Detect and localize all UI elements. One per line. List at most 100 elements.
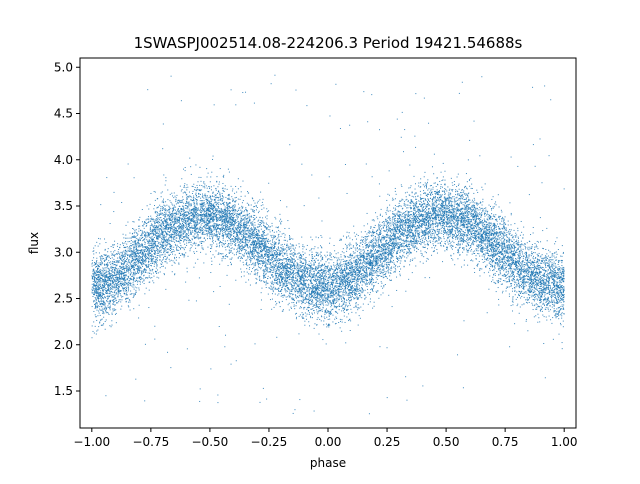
data-point xyxy=(298,294,300,296)
data-point xyxy=(473,208,475,210)
data-point xyxy=(262,387,264,389)
data-point xyxy=(410,259,412,261)
data-point xyxy=(250,215,252,217)
data-point xyxy=(241,238,243,240)
data-point xyxy=(228,233,230,235)
data-point xyxy=(168,237,170,239)
data-point xyxy=(442,211,444,213)
data-point xyxy=(418,221,420,223)
data-point xyxy=(298,333,300,335)
data-point xyxy=(426,248,428,250)
data-point xyxy=(510,283,512,285)
data-point xyxy=(157,234,159,236)
data-point xyxy=(494,272,496,274)
data-point xyxy=(319,245,321,247)
data-point xyxy=(235,200,237,202)
data-point xyxy=(243,241,245,243)
data-point xyxy=(365,279,367,281)
data-point xyxy=(201,206,203,208)
data-point xyxy=(325,343,327,345)
data-point xyxy=(453,211,455,213)
data-point xyxy=(545,287,547,289)
data-point xyxy=(400,221,402,223)
data-point xyxy=(356,268,358,270)
data-point xyxy=(560,291,562,293)
data-point xyxy=(319,307,321,309)
data-point xyxy=(177,246,179,248)
data-point xyxy=(139,271,141,273)
data-point xyxy=(212,155,214,157)
data-point xyxy=(494,262,496,264)
data-point xyxy=(487,249,489,251)
data-point xyxy=(437,224,439,226)
data-point xyxy=(529,288,531,290)
data-point xyxy=(174,262,176,264)
data-point xyxy=(276,231,278,233)
data-point xyxy=(120,308,122,310)
data-point xyxy=(376,262,378,264)
data-point xyxy=(219,242,221,244)
data-point xyxy=(185,230,186,232)
data-point xyxy=(149,203,151,205)
data-point xyxy=(347,262,349,264)
data-point xyxy=(249,218,251,220)
data-point xyxy=(508,238,510,240)
data-point xyxy=(386,242,388,244)
data-point xyxy=(515,250,517,252)
data-point xyxy=(238,255,240,257)
data-point xyxy=(273,286,275,288)
data-point xyxy=(337,287,339,289)
data-point xyxy=(498,263,500,265)
data-point xyxy=(161,254,163,256)
data-point xyxy=(318,294,320,296)
data-point xyxy=(267,242,269,244)
data-point xyxy=(254,227,256,229)
data-point xyxy=(242,247,244,249)
data-point xyxy=(417,213,419,215)
data-point xyxy=(408,231,410,233)
data-point xyxy=(203,209,205,211)
data-point xyxy=(408,241,410,243)
data-point xyxy=(556,237,558,239)
data-point xyxy=(372,234,374,236)
data-point xyxy=(381,243,383,245)
data-point xyxy=(277,277,279,279)
data-point xyxy=(132,244,134,246)
data-point xyxy=(378,260,380,262)
data-point xyxy=(362,303,364,305)
data-point xyxy=(168,216,170,218)
data-point xyxy=(337,259,339,261)
data-point xyxy=(226,220,228,222)
data-point xyxy=(244,217,246,219)
data-point xyxy=(334,288,336,290)
data-point xyxy=(386,229,388,231)
data-point xyxy=(157,219,159,221)
data-point xyxy=(467,235,469,237)
data-point xyxy=(283,265,285,267)
data-point xyxy=(559,276,561,278)
data-point xyxy=(376,232,378,234)
data-point xyxy=(208,235,210,237)
data-point xyxy=(154,205,156,207)
data-point xyxy=(265,276,267,278)
data-point xyxy=(198,176,200,178)
data-point xyxy=(455,194,457,196)
data-point xyxy=(175,247,177,249)
data-point xyxy=(263,281,265,283)
data-point xyxy=(375,255,377,257)
data-point xyxy=(537,279,539,281)
data-point xyxy=(413,225,415,227)
data-point xyxy=(442,208,444,210)
data-point xyxy=(209,231,211,233)
data-point xyxy=(192,227,194,229)
data-point xyxy=(234,192,236,194)
data-point xyxy=(278,242,280,244)
data-point xyxy=(562,275,564,277)
data-point xyxy=(161,246,163,248)
data-point xyxy=(402,221,404,223)
data-point xyxy=(357,263,359,265)
data-point xyxy=(93,321,95,323)
data-point xyxy=(398,259,400,261)
data-point xyxy=(531,283,533,285)
data-point xyxy=(456,176,458,178)
